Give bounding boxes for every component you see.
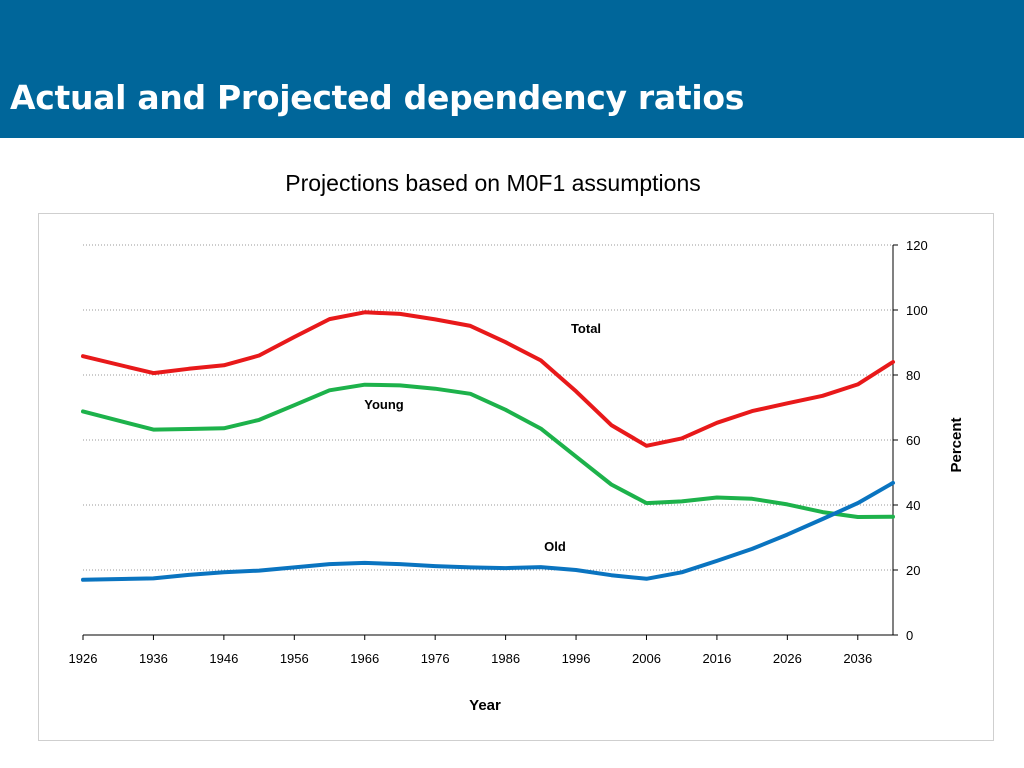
x-tick-label: 1946 [209, 651, 238, 666]
series-lines [81, 310, 895, 582]
x-axis-title: Year [469, 697, 501, 714]
series-line-old [81, 480, 895, 582]
y-axis-title: Percent [948, 417, 965, 472]
slide-header: Actual and Projected dependency ratios [0, 0, 1024, 138]
x-tick-label: 2036 [843, 651, 872, 666]
x-tick-label: 1976 [421, 651, 450, 666]
series-label-total: Total [571, 321, 601, 336]
x-tick-label: 2026 [773, 651, 802, 666]
x-tick-label: 1996 [562, 651, 591, 666]
x-tick-label: 1936 [139, 651, 168, 666]
slide-title: Actual and Projected dependency ratios [10, 78, 745, 117]
line-chart: 0 20 40 60 80 100 120 1926 1936 1946 1956 1966 1976 1… [69, 238, 965, 714]
axes: 0 20 40 60 80 100 120 1926 1936 1946 1956 1966 1976 1… [69, 238, 928, 666]
x-tick-label: 1926 [69, 651, 98, 666]
x-tick-label: 1956 [280, 651, 309, 666]
chart-frame: 0 20 40 60 80 100 120 1926 1936 1946 1956 1966 1976 1… [38, 213, 994, 741]
x-tick-label: 2016 [702, 651, 731, 666]
y-tick-label: 60 [906, 433, 920, 448]
series-line-total [81, 310, 895, 448]
series-labels: Total Young Old [364, 321, 601, 554]
y-tick-label: 80 [906, 368, 920, 383]
y-tick-label: 40 [906, 498, 920, 513]
x-tick-label: 1986 [491, 651, 520, 666]
series-label-old: Old [544, 539, 566, 554]
x-tick-label: 2006 [632, 651, 661, 666]
series-line-young [81, 382, 895, 519]
series-label-young: Young [364, 397, 404, 412]
y-tick-label: 120 [906, 238, 928, 253]
x-tick-label: 1966 [350, 651, 379, 666]
y-tick-label: 100 [906, 303, 928, 318]
chart-title: Projections based on M0F1 assumptions [285, 170, 701, 196]
y-tick-label: 0 [906, 628, 913, 643]
y-tick-label: 20 [906, 563, 920, 578]
gridlines [83, 244, 893, 571]
